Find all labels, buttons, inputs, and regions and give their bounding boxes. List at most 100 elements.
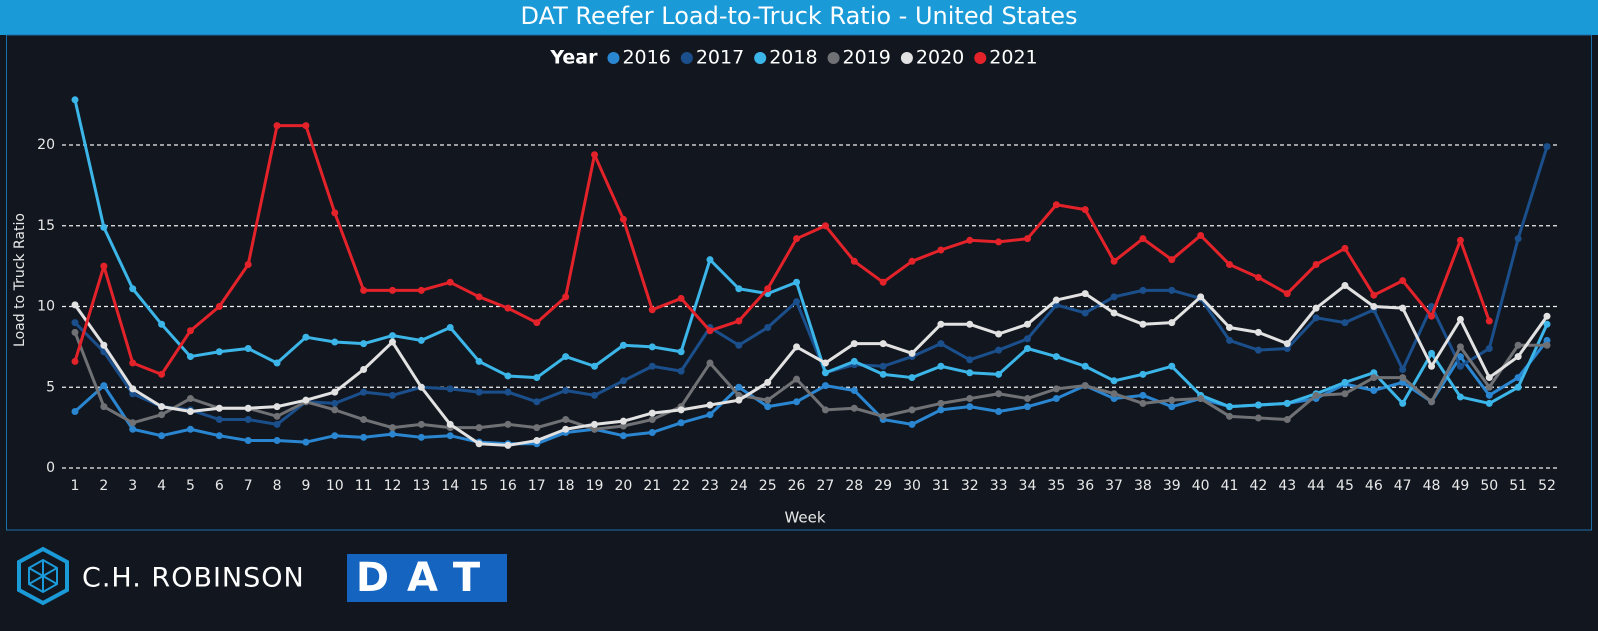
data-point <box>244 416 252 424</box>
data-point <box>302 438 310 446</box>
data-point <box>735 396 743 404</box>
data-point <box>302 333 310 341</box>
data-point <box>1081 290 1089 298</box>
data-point <box>562 293 570 301</box>
data-point <box>1370 374 1378 382</box>
data-point <box>879 370 887 378</box>
data-point <box>1254 401 1262 409</box>
x-tick-label: 48 <box>1423 478 1441 494</box>
data-point <box>648 416 656 424</box>
data-point <box>735 285 743 293</box>
data-point <box>1485 344 1493 352</box>
data-point <box>1139 391 1147 399</box>
x-tick-label: 19 <box>586 478 604 494</box>
data-point <box>360 286 368 294</box>
data-point <box>446 324 454 332</box>
data-point <box>129 285 137 293</box>
x-axis-label: Week <box>784 509 825 527</box>
data-point <box>186 425 194 433</box>
data-point <box>388 332 396 340</box>
data-point <box>966 403 974 411</box>
data-point <box>562 353 570 361</box>
data-point <box>1023 320 1031 328</box>
data-point <box>1456 353 1464 361</box>
x-tick-label: 4 <box>157 478 166 494</box>
x-tick-label: 28 <box>845 478 863 494</box>
x-tick-label: 2 <box>99 478 108 494</box>
x-tick-label: 45 <box>1336 478 1354 494</box>
x-tick-label: 12 <box>384 478 402 494</box>
x-tick-label: 34 <box>1019 478 1037 494</box>
data-point <box>879 362 887 370</box>
data-point <box>995 238 1003 246</box>
data-point <box>966 320 974 328</box>
data-point <box>1543 143 1551 151</box>
data-point <box>591 151 599 159</box>
data-point <box>1081 362 1089 370</box>
data-point <box>1341 390 1349 398</box>
data-point <box>850 386 858 394</box>
data-point <box>417 286 425 294</box>
data-point <box>879 278 887 286</box>
data-point <box>244 261 252 269</box>
data-point <box>648 343 656 351</box>
y-tick-label: 10 <box>37 299 55 315</box>
data-point <box>966 395 974 403</box>
series-line <box>73 331 1547 431</box>
data-point <box>1081 206 1089 214</box>
data-point <box>1543 336 1551 344</box>
data-point <box>1399 304 1407 312</box>
data-point <box>100 403 108 411</box>
x-tick-label: 20 <box>614 478 632 494</box>
data-point <box>937 340 945 348</box>
data-point <box>1254 273 1262 281</box>
x-tick-label: 22 <box>672 478 690 494</box>
data-point <box>1341 282 1349 290</box>
data-point <box>1428 312 1436 320</box>
data-point <box>1139 370 1147 378</box>
legend-label: 2016 <box>622 47 670 69</box>
data-point <box>71 407 79 415</box>
data-point <box>388 430 396 438</box>
data-point <box>1399 277 1407 285</box>
x-tick-label: 46 <box>1365 478 1383 494</box>
data-point <box>504 388 512 396</box>
data-point <box>533 424 541 432</box>
data-point <box>1485 317 1493 325</box>
x-tick-label: 1 <box>71 478 80 494</box>
x-tick-label: 41 <box>1221 478 1239 494</box>
x-tick-label: 10 <box>326 478 344 494</box>
data-point <box>1485 391 1493 399</box>
data-point <box>648 428 656 436</box>
data-point <box>764 285 772 293</box>
data-point <box>1168 286 1176 294</box>
x-tick-label: 35 <box>1047 478 1065 494</box>
x-tick-label: 21 <box>643 478 661 494</box>
left-logo-text: C.H. ROBINSON <box>82 563 305 594</box>
data-point <box>764 396 772 404</box>
series-line <box>73 284 1549 447</box>
data-point <box>1370 303 1378 311</box>
data-point <box>273 403 281 411</box>
data-point <box>71 319 79 327</box>
x-tick-label: 49 <box>1451 478 1469 494</box>
chart-title: DAT Reefer Load-to-Truck Ratio - United … <box>521 2 1078 30</box>
y-axis-label: Load to Truck Ratio <box>12 213 28 347</box>
data-point <box>648 409 656 417</box>
data-point <box>215 348 223 356</box>
data-point <box>1283 399 1291 407</box>
data-point <box>619 377 627 385</box>
data-point <box>735 383 743 391</box>
data-point <box>735 317 743 325</box>
data-point <box>821 406 829 414</box>
data-point <box>850 340 858 348</box>
data-point <box>504 372 512 380</box>
data-point <box>475 293 483 301</box>
data-point <box>677 367 685 375</box>
legend-label: 2018 <box>769 47 817 69</box>
data-point <box>129 425 137 433</box>
data-point <box>504 441 512 449</box>
data-point <box>186 395 194 403</box>
data-point <box>504 304 512 312</box>
